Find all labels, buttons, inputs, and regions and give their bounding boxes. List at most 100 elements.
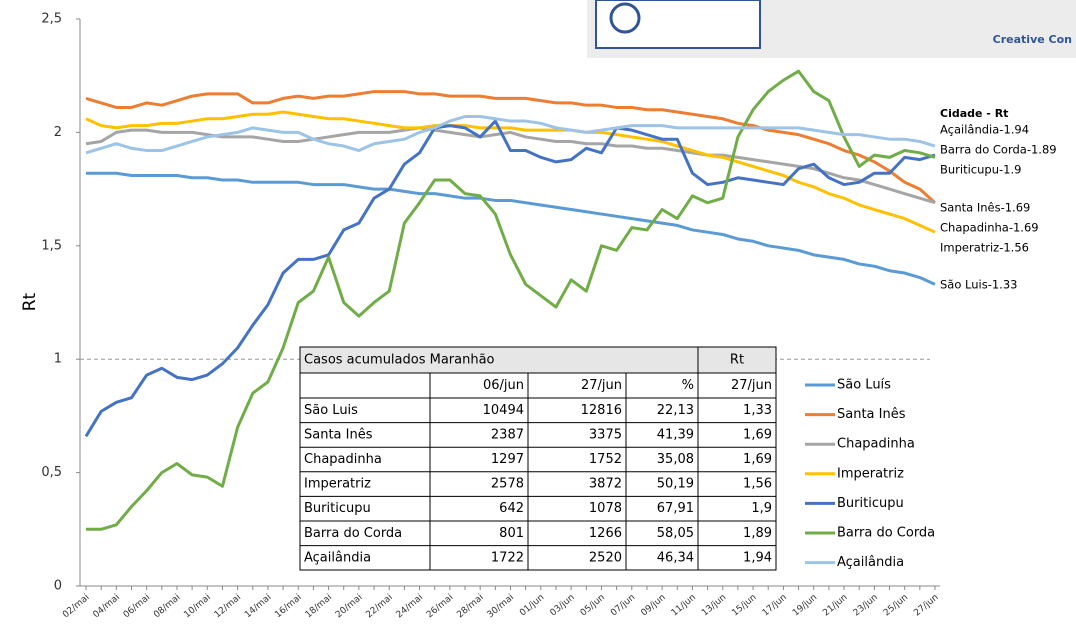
table-cell: 35,08 [657,452,694,467]
table-cell: Barra do Corda [304,526,402,541]
series-line [84,119,936,438]
legend-label: Santa Inês [837,407,906,422]
x-tick-label: 24/mai [395,593,425,621]
x-tick-label: 02/mai [61,593,91,621]
x-tick-label: 22/mai [364,593,394,621]
series-line [86,171,936,286]
end-label-title: Cidade - Rt [940,107,1008,120]
x-tick-label: 07/jun [609,593,637,619]
table-cell: 58,05 [657,526,694,541]
end-label: Chapadinha-1.69 [940,221,1039,235]
legend-label: Buriticupu [837,496,904,511]
table-cell: Imperatriz [304,477,371,492]
table-cell: 1,69 [743,452,772,467]
legend-label: Chapadinha [837,437,915,452]
x-tick-label: 08/mai [152,593,182,621]
table-bg [299,346,777,571]
table-cell: 1,94 [743,550,772,565]
logo-text: Creative Con [993,33,1072,46]
table-cell: 1,9 [751,501,772,516]
end-label: São Luis-1.33 [940,278,1017,292]
table-header: 06/jun [483,378,524,393]
y-tick-label: 1 [54,352,62,367]
x-tick-label: 14/mai [243,593,273,621]
x-tick-label: 11/jun [670,593,698,619]
legend-label: Barra do Corda [837,526,935,541]
x-tick-label: 30/mai [486,593,516,621]
x-tick-label: 04/mai [91,593,121,621]
table-cell: 3872 [589,477,622,492]
table-cell: 12816 [581,403,622,418]
table-cell: Açailândia [304,550,371,565]
table-cell: 10494 [483,403,524,418]
legend-label: Açailândia [837,555,904,570]
table-cell: 642 [499,501,524,516]
table-cell: 1,33 [743,403,772,418]
x-tick-label: 27/jun [912,593,940,619]
table-title-bg [299,346,777,374]
series-line [85,110,936,234]
x-tick-label: 06/mai [122,593,152,621]
table-cell: 1297 [491,452,524,467]
x-tick-label: 17/jun [761,593,789,619]
legend-label: Imperatriz [837,466,904,481]
table-cell: 46,34 [657,550,694,565]
table-cell: 50,19 [657,477,694,492]
logo-icon [609,2,641,34]
table-cell: 2578 [491,477,524,492]
x-tick-label: 23/jun [852,593,880,619]
y-tick-label: 2,5 [41,12,62,27]
series-line [85,126,936,205]
y-tick-label: 0 [54,579,62,594]
x-tick-label: 19/jun [791,593,819,619]
y-tick-label: 0,5 [41,465,62,480]
table-cell: Chapadinha [304,452,382,467]
series-line [85,90,937,204]
x-tick-label: 15/jun [730,593,758,619]
x-tick-label: 25/jun [882,593,910,619]
y-tick-label: 2 [54,125,62,140]
table-cell: Santa Inês [304,427,373,442]
table-header: % [682,378,694,393]
x-tick-label: 18/mai [304,593,334,621]
x-tick-label: 26/mai [425,593,455,621]
logo-box [595,0,761,49]
table-cell: 1,89 [743,526,772,541]
y-tick-label: 1,5 [41,238,62,253]
y-axis-label: Rt [20,292,40,311]
x-tick-label: 13/jun [700,593,728,619]
table-cell: 2387 [491,427,524,442]
x-tick-label: 09/jun [639,593,667,619]
x-tick-label: 01/jun [518,593,546,619]
series-line [85,115,936,155]
table-rt-title: Rt [730,353,744,368]
x-tick-label: 20/mai [334,593,364,621]
x-tick-label: 10/mai [182,593,212,621]
table-title: Casos acumulados Maranhão [304,353,495,368]
series-line [86,69,936,531]
x-tick-label: 03/jun [548,593,576,619]
table-cell: 3375 [589,427,622,442]
x-tick-label: 21/jun [821,593,849,619]
end-label: Imperatriz-1.56 [940,241,1029,255]
legend-label: São Luís [837,378,891,393]
table-cell: 1266 [589,526,622,541]
table-header: 27/jun [731,378,772,393]
x-tick-label: 28/mai [455,593,485,621]
x-tick-label: 12/mai [213,593,243,621]
x-tick-label: 05/jun [579,593,607,619]
end-label: Barra do Corda-1.89 [940,143,1057,157]
end-label: Buriticupu-1.9 [940,163,1021,177]
table-cell: 1752 [589,452,622,467]
table-cell: 1078 [589,501,622,516]
table-cell: Buriticupu [304,501,371,516]
table-cell: 1722 [491,550,524,565]
table-cell: 22,13 [657,403,694,418]
x-tick-label: 16/mai [273,593,303,621]
table-cell: 41,39 [657,427,694,442]
end-label: Açailândia-1.94 [940,123,1029,137]
table-cell: São Luis [304,403,358,418]
table-cell: 67,91 [657,501,694,516]
table-cell: 1,56 [743,477,772,492]
